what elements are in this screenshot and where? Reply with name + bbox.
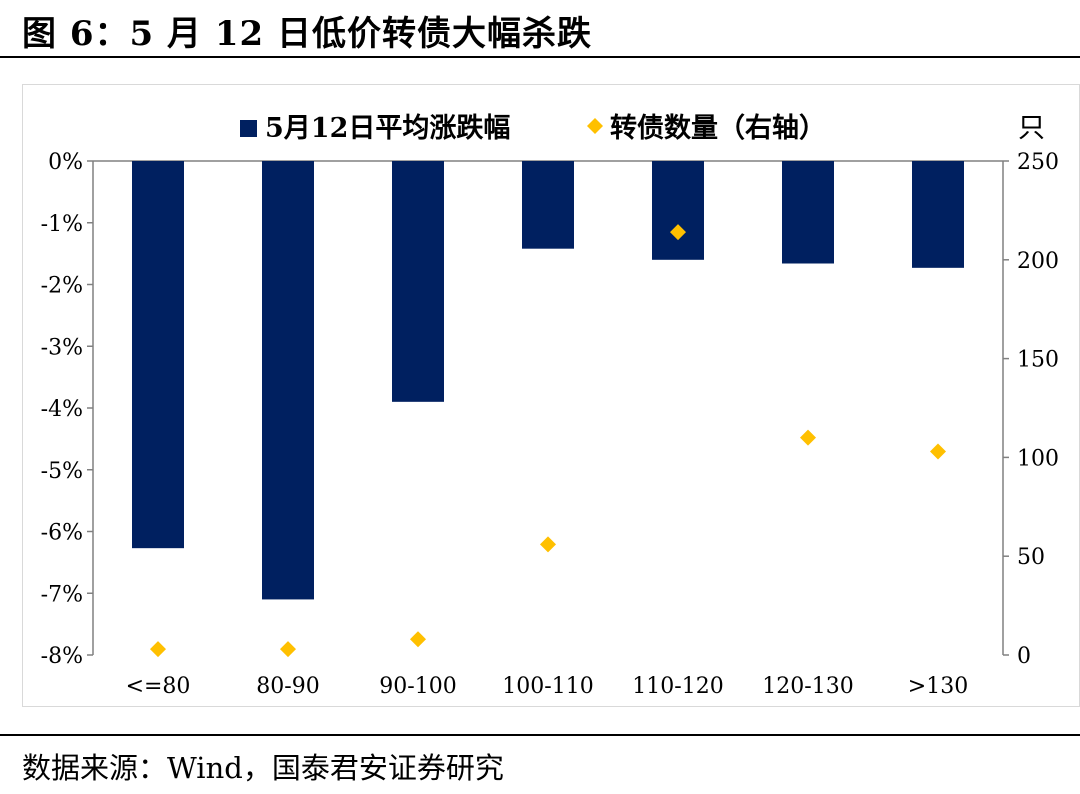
points [150,224,946,658]
right-tick-label: 100 [1017,446,1059,471]
right-tick-label: 50 [1017,545,1045,570]
left-tick-label: -1% [41,212,83,237]
top-rule [0,56,1080,58]
right-axis-unit: 只 [1018,113,1045,144]
bar [652,161,704,260]
category-label: 120-130 [762,674,853,699]
legend-swatch-bar [240,120,257,137]
count-point [540,536,556,553]
legend-swatch-diamond [587,118,603,134]
category-label: 80-90 [256,674,319,699]
bars [132,161,964,600]
left-tick-label: -4% [41,397,83,422]
chart-svg: 5月12日平均涨跌幅 转债数量（右轴） 只 0% -1% -2% -3% -4% -5% -… [41,113,1059,699]
left-tick-label: -6% [41,521,83,546]
bar [782,161,834,264]
left-tick-label: -8% [41,644,83,669]
category-label: 90-100 [379,674,456,699]
count-point [410,631,426,648]
right-tick-label: 250 [1017,150,1059,175]
bar [132,161,184,549]
right-tick-label: 200 [1017,249,1059,274]
bar [912,161,964,268]
legend-label-scatter: 转债数量（右轴） [610,113,826,144]
category-label: <=80 [126,674,191,699]
figure-title: 图 6：5 月 12 日低价转债大幅杀跌 [22,14,592,54]
bar [392,161,444,402]
source-note: 数据来源：Wind，国泰君安证券研究 [22,751,504,785]
right-tick-label: 0 [1017,644,1031,669]
count-point [150,641,166,658]
category-label: 100-110 [502,674,593,699]
legend: 5月12日平均涨跌幅 转债数量（右轴） [240,113,826,144]
bar [522,161,574,249]
axes: 0% -1% -2% -3% -4% -5% -6% -7% -8% 250 200 150 100 50… [41,150,1059,699]
left-tick-label: -2% [41,274,83,299]
category-label: >130 [908,674,968,699]
bottom-rule [0,734,1080,736]
right-tick-label: 150 [1017,348,1059,373]
chart-frame: 5月12日平均涨跌幅 转债数量（右轴） 只 0% -1% -2% -3% -4% -5% -… [22,84,1080,707]
left-tick-label: -7% [41,582,83,607]
category-label: 110-120 [632,674,723,699]
count-point [670,224,686,241]
left-tick-label: 0% [48,150,83,175]
count-point [930,443,946,460]
count-point [280,641,296,658]
left-tick-label: -3% [41,335,83,360]
legend-label-bar: 5月12日平均涨跌幅 [265,113,510,144]
left-tick-label: -5% [41,459,83,484]
bar [262,161,314,600]
count-point [800,429,816,446]
